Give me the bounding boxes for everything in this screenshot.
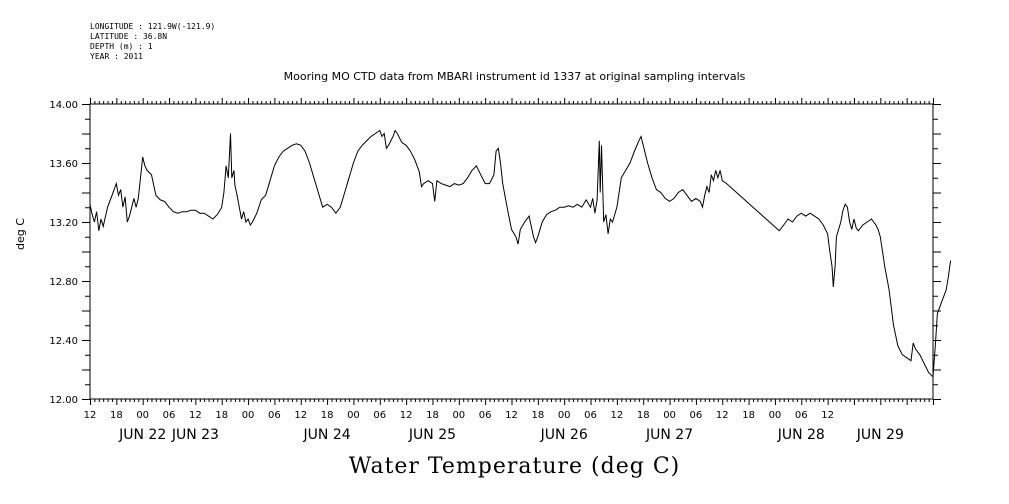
- x-hour-label: 06: [268, 410, 281, 421]
- y-tick-label: 13.20: [49, 218, 78, 229]
- x-hour-label: 12: [189, 410, 202, 421]
- longitude-text: LONGITUDE : 121.9W(-121.9): [90, 22, 216, 31]
- x-hour-label: 18: [110, 410, 123, 421]
- x-date-label: JUN 28: [777, 427, 825, 443]
- y-tick-labels: 14.00 13.60 13.20 12.80 12.40 12.00: [49, 100, 78, 406]
- x-hour-label: 06: [479, 410, 492, 421]
- x-hour-label: 00: [663, 410, 676, 421]
- x-hour-label: 18: [742, 410, 755, 421]
- x-hour-label: 00: [242, 410, 255, 421]
- x-hour-label: 06: [373, 410, 386, 421]
- chart-title: Mooring MO CTD data from MBARI instrumen…: [283, 70, 746, 83]
- x-date-label: JUN 24: [303, 427, 351, 443]
- plot-frame: [89, 103, 934, 400]
- x-hour-label: 12: [611, 410, 624, 421]
- x-hour-label: 12: [294, 410, 307, 421]
- x-hour-label: 18: [531, 410, 544, 421]
- x-hour-label: 00: [452, 410, 465, 421]
- x-hour-label: 00: [558, 410, 571, 421]
- x-date-label: JUN 29: [856, 427, 904, 443]
- x-tick-labels: 12 18 00 06 12 18 00 06 12 18 00 06 12 18 00 06 12 18 00 06…: [84, 410, 834, 421]
- y-tick-label: 13.60: [49, 159, 78, 170]
- latitude-text: LATITUDE : 36.8N: [90, 32, 168, 41]
- x-hour-label: 06: [795, 410, 808, 421]
- year-text: YEAR : 2011: [90, 52, 143, 61]
- x-hour-label: 00: [347, 410, 360, 421]
- x-date-label: JUN 23: [171, 427, 219, 443]
- x-hour-label: 00: [136, 410, 149, 421]
- x-date-label: JUN 26: [540, 427, 588, 443]
- x-hour-label: 12: [400, 410, 413, 421]
- x-hour-label: 06: [163, 410, 176, 421]
- x-hour-label: 06: [690, 410, 703, 421]
- tick-marks: [82, 98, 941, 405]
- x-hour-label: 12: [716, 410, 729, 421]
- x-hour-label: 12: [505, 410, 518, 421]
- x-axis-label: Water Temperature (deg C): [348, 454, 681, 479]
- temperature-series-line: [89, 129, 952, 379]
- x-hour-label: 18: [321, 410, 334, 421]
- x-hour-label: 18: [637, 410, 650, 421]
- x-hour-label: 06: [584, 410, 597, 421]
- x-hour-label: 12: [84, 410, 97, 421]
- y-tick-label: 12.80: [49, 277, 78, 288]
- x-hour-label: 00: [769, 410, 782, 421]
- x-hour-label: 12: [821, 410, 834, 421]
- depth-text: DEPTH (m) : 1: [90, 42, 153, 51]
- x-hour-label: 18: [215, 410, 228, 421]
- date-labels: JUN 22 JUN 23 JUN 24 JUN 25 JUN 26 JUN 27 JUN …: [118, 427, 904, 443]
- metadata-block: LONGITUDE : 121.9W(-121.9) LATITUDE : 36…: [90, 22, 215, 62]
- x-date-label: JUN 22: [118, 427, 166, 443]
- x-hour-label: 18: [426, 410, 439, 421]
- x-date-label: JUN 25: [408, 427, 456, 443]
- y-tick-label: 12.40: [49, 336, 78, 347]
- y-tick-label: 14.00: [49, 100, 78, 111]
- y-tick-label: 12.00: [49, 395, 78, 406]
- x-date-label: JUN 27: [645, 427, 693, 443]
